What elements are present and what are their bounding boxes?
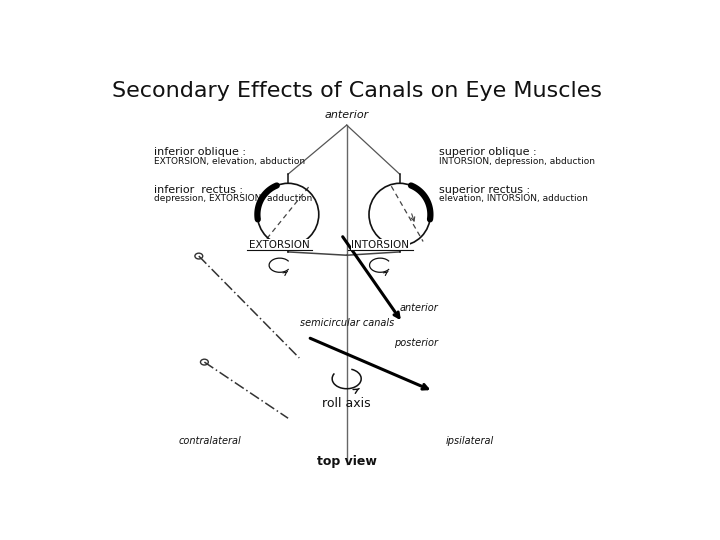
Text: EXTORSION: EXTORSION — [249, 240, 310, 250]
Text: elevation, INTORSION, adduction: elevation, INTORSION, adduction — [438, 194, 588, 203]
Text: EXTORSION, elevation, abduction: EXTORSION, elevation, abduction — [154, 157, 305, 166]
Text: roll axis: roll axis — [323, 397, 371, 410]
Text: Secondary Effects of Canals on Eye Muscles: Secondary Effects of Canals on Eye Muscl… — [112, 82, 603, 102]
Text: anterior: anterior — [325, 110, 369, 120]
Text: top view: top view — [317, 455, 377, 468]
Text: inferior oblique :: inferior oblique : — [154, 147, 246, 157]
Text: INTORSION: INTORSION — [351, 240, 409, 250]
Text: depression, EXTORSION, adduction: depression, EXTORSION, adduction — [154, 194, 312, 203]
Text: superior oblique :: superior oblique : — [438, 147, 536, 157]
Text: inferior  rectus :: inferior rectus : — [154, 185, 243, 194]
Text: anterior: anterior — [400, 303, 438, 313]
Text: semicircular canals: semicircular canals — [300, 318, 394, 328]
Text: ipsilateral: ipsilateral — [445, 436, 494, 446]
Text: contralateral: contralateral — [179, 436, 241, 446]
Text: INTORSION, depression, abduction: INTORSION, depression, abduction — [438, 157, 595, 166]
Text: posterior: posterior — [394, 339, 438, 348]
Text: superior rectus :: superior rectus : — [438, 185, 530, 194]
